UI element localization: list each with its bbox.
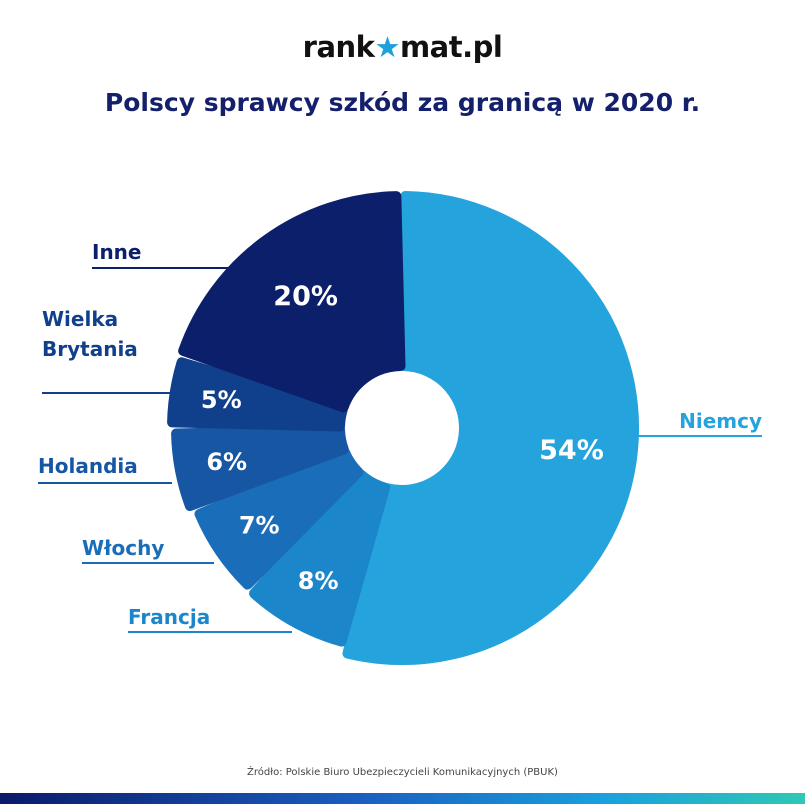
category-label-niemcy: Niemcy: [679, 409, 762, 433]
category-label-francja: Francja: [128, 605, 210, 629]
category-label-wielka-brytania: Wielka Brytania: [42, 307, 138, 361]
category-label-holandia: Holandia: [38, 454, 138, 478]
category-label-wlochy: Włochy: [82, 536, 164, 560]
value-label-francja: 8%: [298, 567, 339, 595]
slice-wlochy: [194, 447, 364, 590]
chart-title: Polscy sprawcy szkód za granicą w 2020 r…: [104, 88, 701, 117]
value-label-inne: 20%: [273, 281, 338, 312]
slice-francja: [249, 469, 391, 647]
slice-inne: [178, 191, 406, 413]
source-note: Źródło: Polskie Biuro Ubezpieczycieli Ko…: [247, 767, 558, 778]
value-label-wlochy: 7%: [239, 512, 280, 540]
value-label-niemcy: 54%: [539, 435, 604, 466]
logo-suffix: mat.pl: [399, 30, 503, 64]
logo-prefix: rank: [302, 30, 375, 64]
value-label-holandia: 6%: [206, 448, 247, 476]
slice-holandia: [171, 424, 349, 512]
value-label-wielka-brytania: 5%: [201, 386, 242, 414]
slice-niemcy: [342, 191, 639, 665]
slice-wielka-brytania: [167, 357, 348, 432]
rankomat-logo: rank★mat.pl: [0, 30, 805, 64]
category-label-inne: Inne: [92, 240, 141, 264]
star-icon: ★: [374, 30, 400, 64]
bottom-gradient-bar: [0, 793, 805, 804]
